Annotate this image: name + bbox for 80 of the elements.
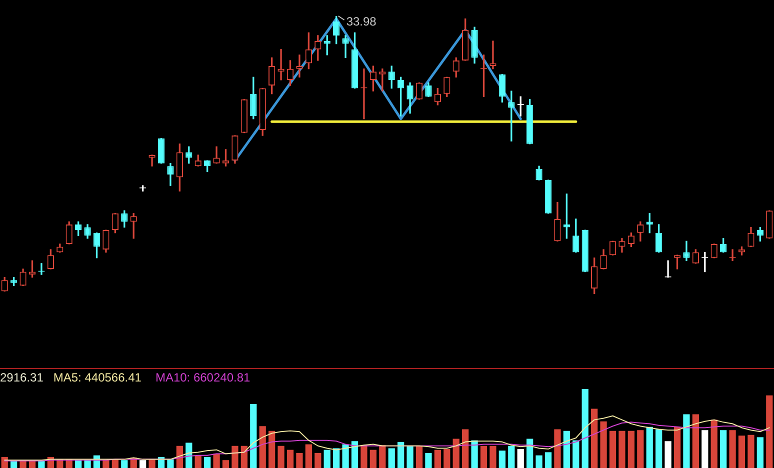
bar xyxy=(674,426,681,468)
bar xyxy=(333,448,340,468)
bar xyxy=(370,450,376,468)
bar xyxy=(406,446,414,468)
bar xyxy=(508,446,515,468)
bar xyxy=(204,456,211,468)
bar xyxy=(591,408,598,468)
text: 2916.31 xyxy=(0,370,44,384)
bar xyxy=(600,421,607,468)
bar xyxy=(84,460,91,468)
bar xyxy=(388,448,395,468)
bar xyxy=(710,420,718,468)
bar xyxy=(314,452,322,468)
bar xyxy=(720,430,727,468)
bar xyxy=(536,455,542,468)
text: MA10: 660240.81 xyxy=(155,370,251,384)
bar xyxy=(729,430,736,468)
candlestick xyxy=(148,154,156,166)
bar xyxy=(563,430,570,468)
bar xyxy=(656,429,662,468)
bar xyxy=(692,414,699,468)
bar xyxy=(498,450,506,468)
bar xyxy=(351,441,358,468)
text: MA5: 440566.41 xyxy=(53,370,142,384)
bar xyxy=(38,460,45,468)
bar xyxy=(582,389,588,468)
bar xyxy=(628,430,634,468)
bar xyxy=(250,404,257,468)
bar xyxy=(213,454,220,468)
bar xyxy=(664,441,672,468)
bar xyxy=(398,442,404,468)
bar xyxy=(240,446,248,468)
bar xyxy=(278,446,284,468)
bar xyxy=(286,450,294,468)
bar xyxy=(112,459,118,468)
bar xyxy=(140,460,146,468)
bar xyxy=(646,426,653,468)
bar xyxy=(544,452,552,468)
bar xyxy=(480,446,488,468)
bar xyxy=(268,430,276,468)
bar xyxy=(526,438,534,468)
bar xyxy=(324,450,330,468)
bar xyxy=(702,430,708,468)
bar xyxy=(194,455,202,468)
bar xyxy=(342,444,349,468)
bar xyxy=(121,460,128,468)
bar xyxy=(232,446,238,468)
bar xyxy=(379,445,386,468)
bar xyxy=(20,460,26,468)
bar xyxy=(296,452,303,468)
bar xyxy=(148,459,156,468)
bar xyxy=(259,426,266,468)
bar xyxy=(738,436,746,468)
bar xyxy=(75,460,82,468)
bar xyxy=(305,444,312,468)
bar xyxy=(425,452,432,468)
bar xyxy=(517,449,524,468)
bar xyxy=(186,442,192,468)
bar xyxy=(416,446,423,468)
bar xyxy=(444,449,450,468)
bar xyxy=(102,460,110,468)
bar xyxy=(683,414,690,468)
bar xyxy=(471,440,478,468)
bar xyxy=(167,459,174,468)
bar xyxy=(609,430,616,468)
bar xyxy=(766,395,773,468)
bar xyxy=(748,434,754,468)
annotation: 33.98 xyxy=(346,14,377,28)
bar xyxy=(360,445,368,468)
bar xyxy=(452,438,460,468)
bar xyxy=(222,460,230,468)
bar xyxy=(637,430,644,468)
bar xyxy=(434,450,441,468)
bar xyxy=(554,429,561,468)
bar xyxy=(462,429,469,468)
candlestick xyxy=(296,54,303,78)
bar xyxy=(618,430,626,468)
bar xyxy=(572,440,580,468)
bar xyxy=(490,446,496,468)
bar xyxy=(756,437,764,468)
